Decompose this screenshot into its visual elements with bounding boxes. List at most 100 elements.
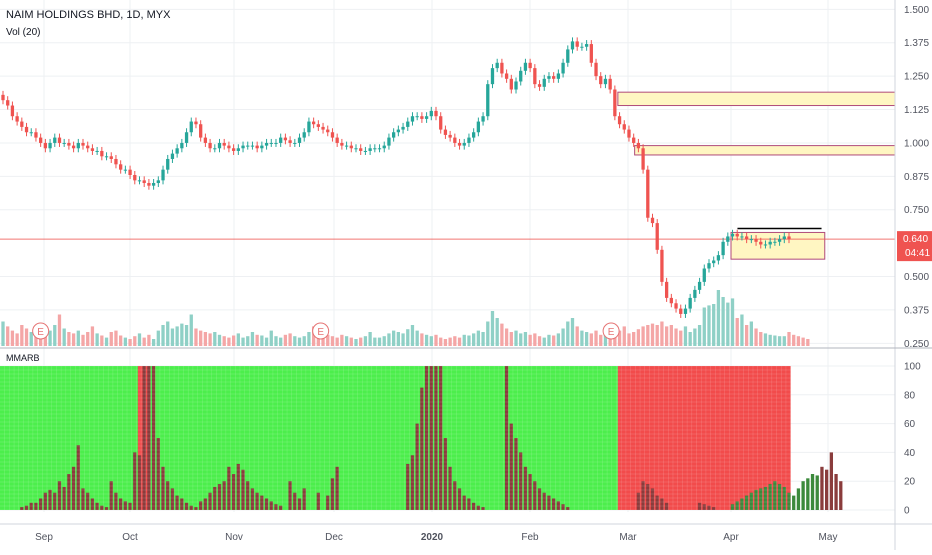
candle-body [552,76,556,79]
volume-bar [566,321,570,346]
volume-bar [189,314,193,346]
price-tick-label: 0.375 [904,305,929,316]
volume-bar [180,323,184,346]
candle-body [401,126,405,130]
volume-bar [368,332,372,346]
volume-bar [269,330,273,346]
candle-body [669,297,673,304]
candle-body [62,142,66,144]
indicator-green-bar [792,495,796,510]
candle-body [556,73,561,79]
volume-bar [208,333,212,346]
volume-bar [660,321,664,346]
volume-bar [726,302,730,346]
candle-body [655,223,659,250]
indicator-dark-bar [820,466,824,510]
indicator-label: MMARB [6,353,40,363]
volume-bar [589,333,593,346]
volume-bar [683,326,688,346]
candle-body [57,137,62,143]
volume-bar [382,336,386,346]
candle-body [302,132,306,138]
candle-body [81,142,85,146]
volume-bar [311,326,316,346]
indicator-green-bar [754,489,758,510]
candle-body [589,44,593,63]
candle-body [702,268,706,282]
candle-body [241,145,245,149]
candle-body [697,281,702,290]
price-tick-label: 0.750 [904,205,929,216]
volume-bar [735,318,739,346]
volume-bar [349,337,353,346]
volume-bar [387,333,391,346]
candle-body [594,62,598,77]
candle-body [688,297,692,309]
indicator-tick-label: 60 [904,419,916,430]
candle-body [53,137,57,143]
volume-bar [151,339,156,346]
volume-bar [674,328,678,346]
volume-bar [43,333,48,346]
indicator-dark-bar [20,507,24,510]
indicator-dark-bar [825,469,829,510]
indicator-tick-label: 80 [904,390,916,401]
volume-bar [570,318,575,346]
indicator-dark-bar [476,505,481,510]
volume-bar [10,330,15,346]
candle-body [584,44,589,47]
indicator-dark-bar [114,492,118,510]
volume-bar [472,333,476,346]
indicator-dark-bar [222,481,226,510]
candle-body [297,137,302,143]
indicator-dark-bar [335,466,339,510]
indicator-dark-bar [231,474,236,510]
indicator-dark-bar [67,474,71,510]
indicator-dark-bar [702,504,706,510]
price-tick-label: 0.875 [904,172,929,183]
volume-bar [730,298,735,346]
volume-bar [222,336,226,346]
candle-body [603,78,608,85]
indicator-dark-bar [664,502,669,510]
volume-bar [236,333,240,346]
indicator-dark-bar [166,481,170,510]
volume-bar [664,326,669,346]
candle-body [542,78,546,87]
candle-body [495,62,499,69]
time-tick-label: Feb [521,532,539,543]
price-tick-label: 1.250 [904,72,929,83]
volume-bar [363,336,368,346]
indicator-dark-bar [274,504,278,510]
indicator-tick-label: 20 [904,477,916,488]
indicator-dark-bar [537,488,542,510]
candle-body [349,145,353,149]
candle-body [166,158,170,170]
volume-bar [759,332,763,346]
candle-body [486,84,490,117]
candle-body [457,142,462,146]
price-tick-label: 1.125 [904,105,929,116]
indicator-green-bar [801,481,805,510]
indicator-dark-bar [443,438,448,510]
candle-body [250,145,255,147]
volume-bar [100,335,104,346]
candle-body [391,132,396,138]
candle-body [288,140,292,143]
indicator-dark-bar [180,498,184,510]
indicator-dark-bar [829,452,834,510]
candle-body [608,78,612,90]
candle-body [406,121,410,127]
indicator-dark-bar [420,387,424,510]
last-price-label: 0.640 [903,234,928,245]
time-tick-label: May [819,532,838,543]
candle-body [509,78,513,90]
candle-body [43,142,48,149]
indicator-dark-bar [217,484,222,510]
indicator-dark-bar [646,484,650,510]
candle-body [316,124,320,127]
volume-bar [57,314,62,346]
volume-bar [702,307,706,346]
volume-bar [429,336,433,346]
